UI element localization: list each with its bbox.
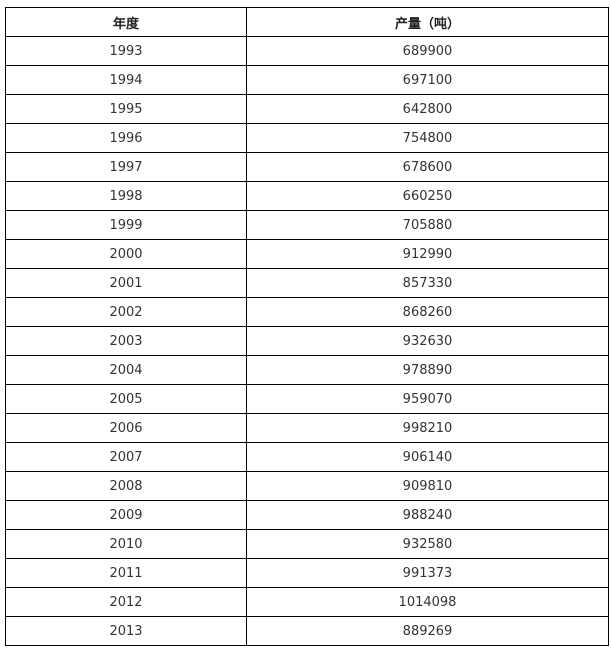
table-row: 2006 998210 [5,413,609,443]
production-cell: 660250 [246,181,609,211]
year-cell: 2009 [5,500,247,530]
table-row: 1996 754800 [5,123,609,153]
year-column-header: 年度 [5,7,247,37]
table-row: 2007 906140 [5,442,609,472]
table-body: 1993 689900 1994 697100 1995 642800 1996 754800… [5,36,609,646]
production-column-header: 产量（吨） [246,7,609,37]
production-cell: 932630 [246,326,609,356]
production-cell: 857330 [246,268,609,298]
year-cell: 1993 [5,36,247,66]
year-cell: 1997 [5,152,247,182]
production-cell: 642800 [246,94,609,124]
table-row: 2009 988240 [5,500,609,530]
table-row: 1995 642800 [5,94,609,124]
year-cell: 2002 [5,297,247,327]
production-cell: 991373 [246,558,609,588]
production-cell: 754800 [246,123,609,153]
table-row: 2008 909810 [5,471,609,501]
year-cell: 1999 [5,210,247,240]
production-cell: 998210 [246,413,609,443]
table-row: 2004 978890 [5,355,609,385]
year-cell: 2010 [5,529,247,559]
year-cell: 1998 [5,181,247,211]
table-header-row: 年度 产量（吨） [5,7,609,37]
year-cell: 2008 [5,471,247,501]
table-row: 1993 689900 [5,36,609,66]
table-row: 2003 932630 [5,326,609,356]
year-cell: 1994 [5,65,247,95]
production-cell: 678600 [246,152,609,182]
table-row: 2012 1014098 [5,587,609,617]
table-row: 2000 912990 [5,239,609,269]
year-cell: 2001 [5,268,247,298]
year-cell: 1996 [5,123,247,153]
production-cell: 1014098 [246,587,609,617]
production-cell: 705880 [246,210,609,240]
table-row: 2005 959070 [5,384,609,414]
production-cell: 697100 [246,65,609,95]
table-row: 2002 868260 [5,297,609,327]
year-cell: 2012 [5,587,247,617]
production-cell: 978890 [246,355,609,385]
year-cell: 2004 [5,355,247,385]
year-cell: 2013 [5,616,247,646]
year-cell: 1995 [5,94,247,124]
production-cell: 909810 [246,471,609,501]
table-row: 2001 857330 [5,268,609,298]
table-row: 1998 660250 [5,181,609,211]
table-row: 1997 678600 [5,152,609,182]
production-cell: 959070 [246,384,609,414]
production-cell: 868260 [246,297,609,327]
year-cell: 2006 [5,413,247,443]
production-cell: 912990 [246,239,609,269]
year-cell: 2007 [5,442,247,472]
year-cell: 2000 [5,239,247,269]
production-cell: 988240 [246,500,609,530]
production-cell: 932580 [246,529,609,559]
year-cell: 2005 [5,384,247,414]
table-row: 2011 991373 [5,558,609,588]
production-cell: 889269 [246,616,609,646]
year-cell: 2003 [5,326,247,356]
table-row: 2013 889269 [5,616,609,646]
table-row: 1999 705880 [5,210,609,240]
table-row: 2010 932580 [5,529,609,559]
production-cell: 689900 [246,36,609,66]
year-cell: 2011 [5,558,247,588]
production-table: 年度 产量（吨） 1993 689900 1994 697100 1995 642800 1… [5,7,609,646]
table-row: 1994 697100 [5,65,609,95]
production-cell: 906140 [246,442,609,472]
